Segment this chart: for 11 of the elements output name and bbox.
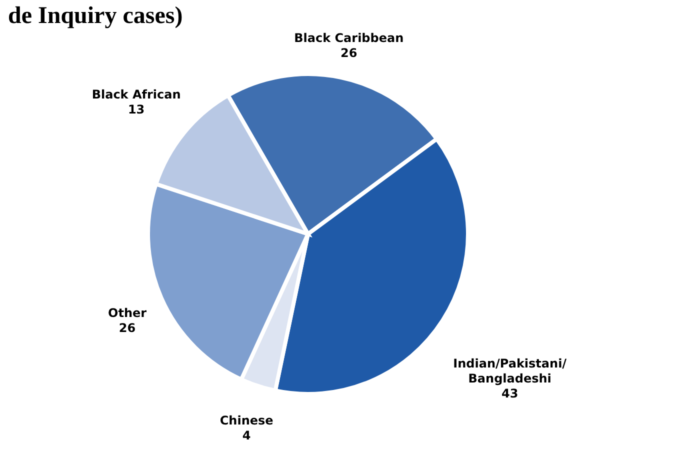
data-label: 13 — [128, 102, 145, 116]
slice-label: Black Caribbean — [294, 31, 404, 46]
chart-title: de Inquiry cases) — [8, 3, 183, 30]
data-label: 43 — [501, 386, 518, 400]
slice-label: Other — [108, 306, 147, 320]
data-label: 26 — [340, 46, 358, 60]
slice-label: Indian/Pakistani/Bangladeshi — [453, 356, 568, 386]
slice-label: Chinese — [220, 414, 274, 428]
data-label: 4 — [242, 428, 251, 443]
slice-label: Black African — [92, 87, 181, 102]
data-label: 26 — [118, 320, 136, 335]
